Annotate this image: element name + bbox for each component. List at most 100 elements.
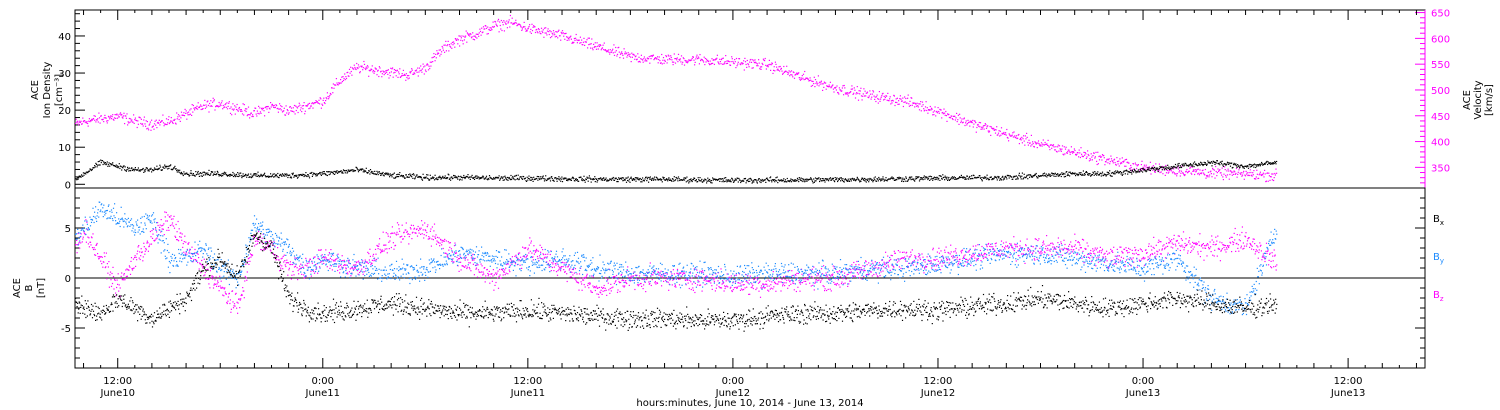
- data-point: [1170, 170, 1172, 172]
- data-point: [408, 243, 410, 245]
- data-point: [213, 173, 215, 175]
- data-point: [156, 169, 159, 171]
- data-point: [490, 27, 492, 29]
- data-point: [312, 270, 315, 272]
- data-point: [278, 108, 280, 110]
- data-point: [1110, 172, 1113, 174]
- data-point: [1092, 171, 1094, 173]
- data-point: [569, 37, 571, 39]
- data-point: [305, 172, 307, 174]
- data-point: [1146, 168, 1148, 171]
- data-point: [78, 177, 80, 179]
- data-point: [685, 181, 687, 183]
- data-point: [809, 178, 811, 180]
- data-point: [146, 242, 148, 244]
- data-point: [1041, 145, 1043, 147]
- data-point: [465, 176, 467, 179]
- data-point: [917, 105, 919, 107]
- data-point: [688, 59, 690, 61]
- data-point: [1206, 175, 1208, 177]
- data-point: [1064, 173, 1066, 175]
- data-point: [410, 70, 412, 73]
- data-point: [424, 65, 426, 67]
- data-point: [1100, 172, 1102, 174]
- data-point: [171, 121, 174, 123]
- data-point: [691, 59, 693, 61]
- data-point: [398, 73, 400, 75]
- data-point: [509, 26, 511, 28]
- data-point: [448, 178, 450, 180]
- data-point: [1245, 165, 1247, 167]
- data-point: [478, 176, 480, 178]
- data-point: [789, 71, 791, 73]
- data-point: [876, 94, 878, 96]
- data-point: [212, 174, 214, 176]
- data-point: [181, 233, 183, 235]
- data-point: [456, 38, 458, 40]
- data-point: [151, 171, 153, 173]
- data-point: [713, 63, 715, 65]
- data-point: [202, 267, 204, 269]
- data-point: [442, 49, 444, 51]
- data-point: [356, 62, 358, 65]
- data-point: [959, 117, 961, 119]
- data-point: [366, 67, 368, 69]
- data-point: [146, 240, 148, 242]
- data-point: [365, 66, 367, 68]
- data-point: [1252, 174, 1254, 176]
- data-point: [1218, 170, 1220, 172]
- data-point: [1124, 165, 1126, 167]
- data-point: [302, 108, 304, 110]
- data-point: [423, 176, 425, 178]
- data-point: [1154, 171, 1156, 173]
- data-point: [743, 69, 745, 71]
- data-point: [1103, 157, 1105, 159]
- data-point: [507, 179, 509, 181]
- data-point: [231, 108, 233, 110]
- data-point: [1051, 144, 1053, 146]
- data-point: [1089, 158, 1091, 160]
- data-point: [121, 113, 123, 116]
- data-point: [241, 175, 244, 177]
- data-point: [850, 180, 852, 182]
- data-point: [962, 176, 964, 178]
- data-point: [941, 117, 943, 119]
- data-point: [904, 96, 906, 98]
- data-point: [962, 177, 964, 179]
- data-point: [896, 97, 898, 99]
- data-point: [189, 109, 191, 111]
- data-point: [158, 119, 160, 121]
- data-point: [934, 178, 936, 181]
- data-point: [1202, 169, 1204, 171]
- data-point: [1042, 143, 1044, 145]
- data-point: [1243, 170, 1245, 172]
- data-point: [177, 116, 179, 118]
- data-point: [95, 244, 97, 246]
- data-point: [578, 176, 580, 179]
- data-point: [1212, 168, 1214, 171]
- data-point: [501, 268, 503, 271]
- data-point: [908, 178, 910, 180]
- data-point: [456, 39, 458, 41]
- data-point: [713, 59, 715, 61]
- data-point: [716, 54, 718, 56]
- data-point: [892, 178, 894, 180]
- data-point: [622, 180, 624, 182]
- data-point: [415, 69, 418, 71]
- data-point: [1073, 172, 1075, 175]
- data-point: [635, 180, 637, 182]
- data-point: [560, 180, 562, 182]
- data-point: [738, 177, 740, 180]
- data-point: [893, 95, 895, 97]
- data-point: [737, 181, 739, 183]
- data-point: [549, 30, 551, 32]
- data-point: [674, 58, 676, 60]
- data-point: [1162, 173, 1164, 175]
- data-point: [904, 101, 906, 103]
- data-point: [467, 174, 469, 176]
- data-point: [799, 179, 802, 181]
- data-point: [1021, 142, 1023, 144]
- data-point: [718, 62, 720, 64]
- data-point: [944, 114, 946, 116]
- data-point: [1256, 173, 1258, 175]
